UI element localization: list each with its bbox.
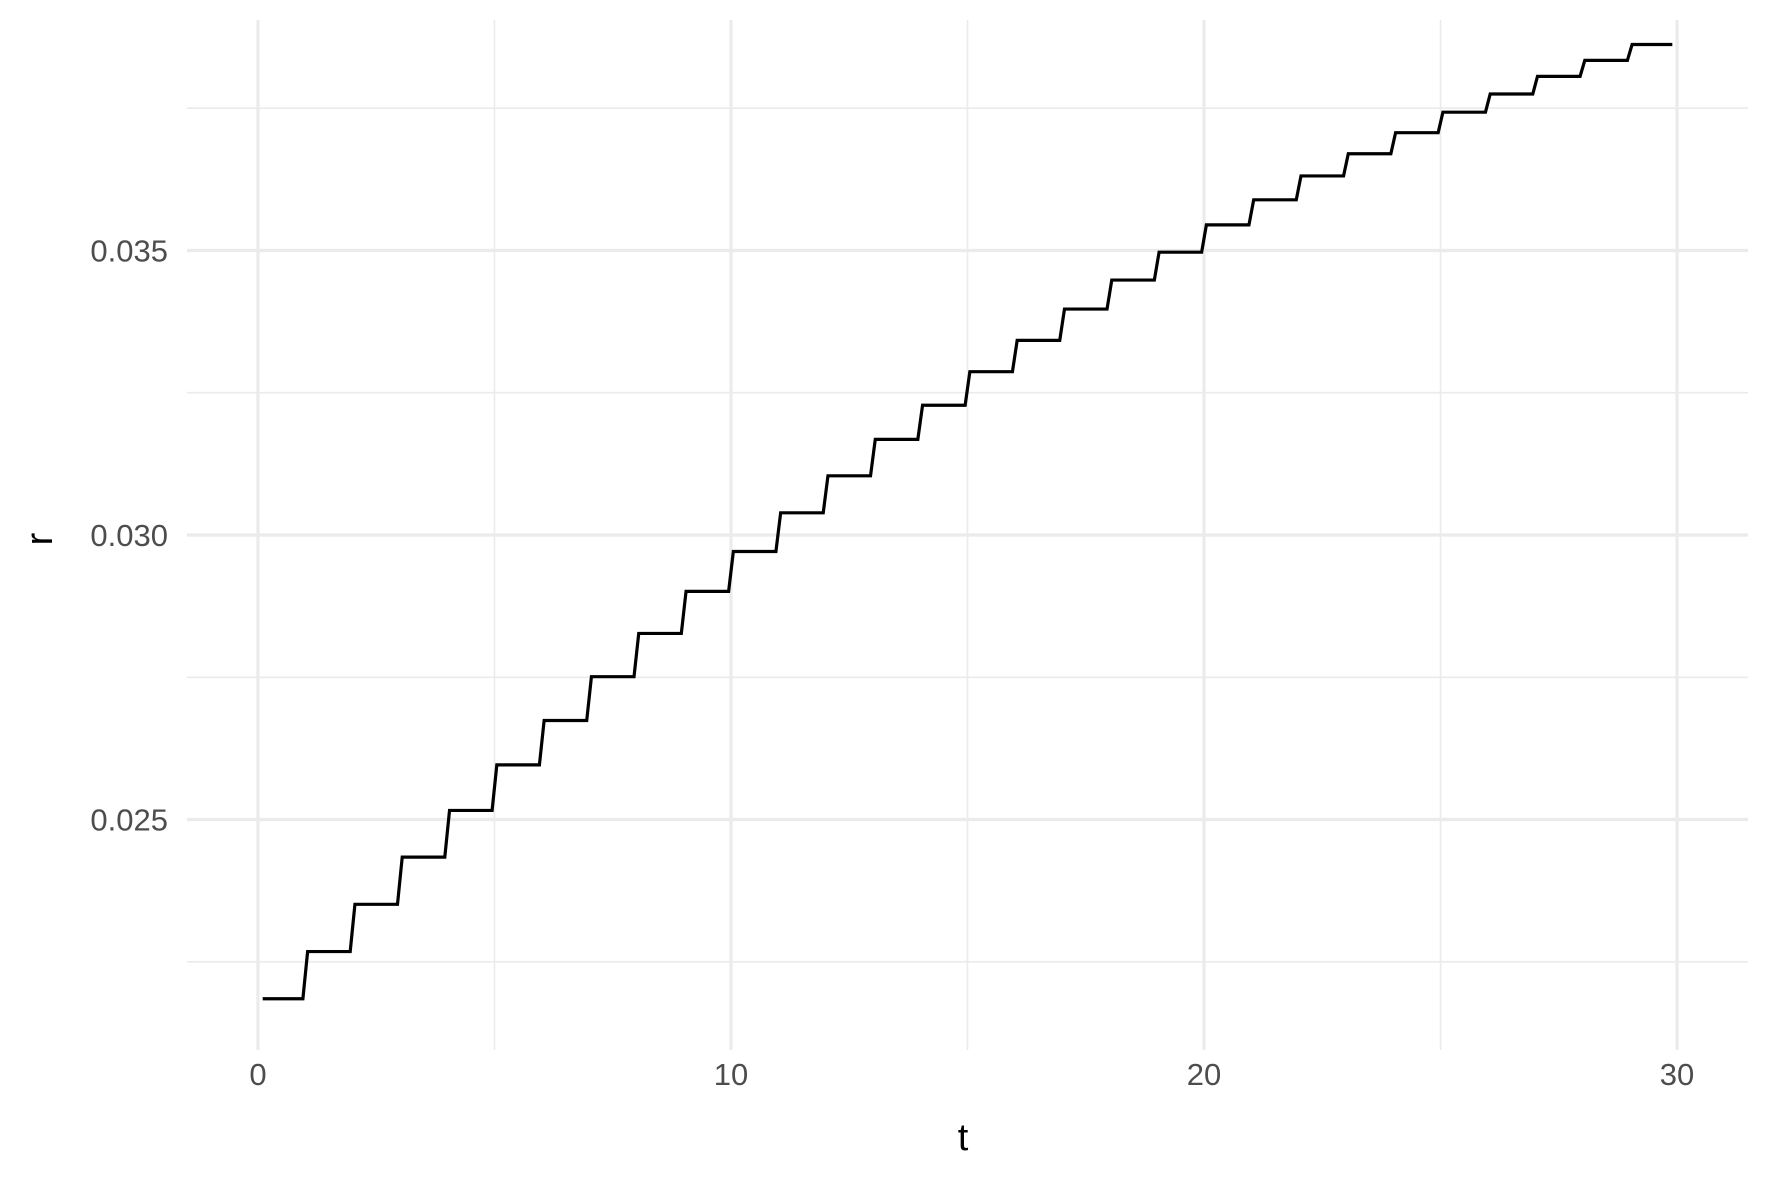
x-tick-label: 20 bbox=[1187, 1057, 1221, 1092]
y-axis-tick-labels: 0.025 0.030 0.035 bbox=[90, 233, 168, 837]
series-layer bbox=[262, 42, 1673, 1001]
x-axis-title: t bbox=[958, 1117, 969, 1159]
y-tick-label: 0.030 bbox=[90, 518, 168, 553]
y-axis-title: r bbox=[19, 532, 61, 545]
x-tick-label: 0 bbox=[249, 1057, 266, 1092]
series-line bbox=[262, 42, 1673, 1001]
x-axis-tick-labels: 0 10 20 30 bbox=[249, 1057, 1694, 1092]
y-tick-label: 0.025 bbox=[90, 803, 168, 838]
x-tick-label: 10 bbox=[714, 1057, 748, 1092]
x-tick-label: 30 bbox=[1660, 1057, 1694, 1092]
y-tick-label: 0.035 bbox=[90, 233, 168, 268]
grid-layer bbox=[187, 20, 1748, 1050]
